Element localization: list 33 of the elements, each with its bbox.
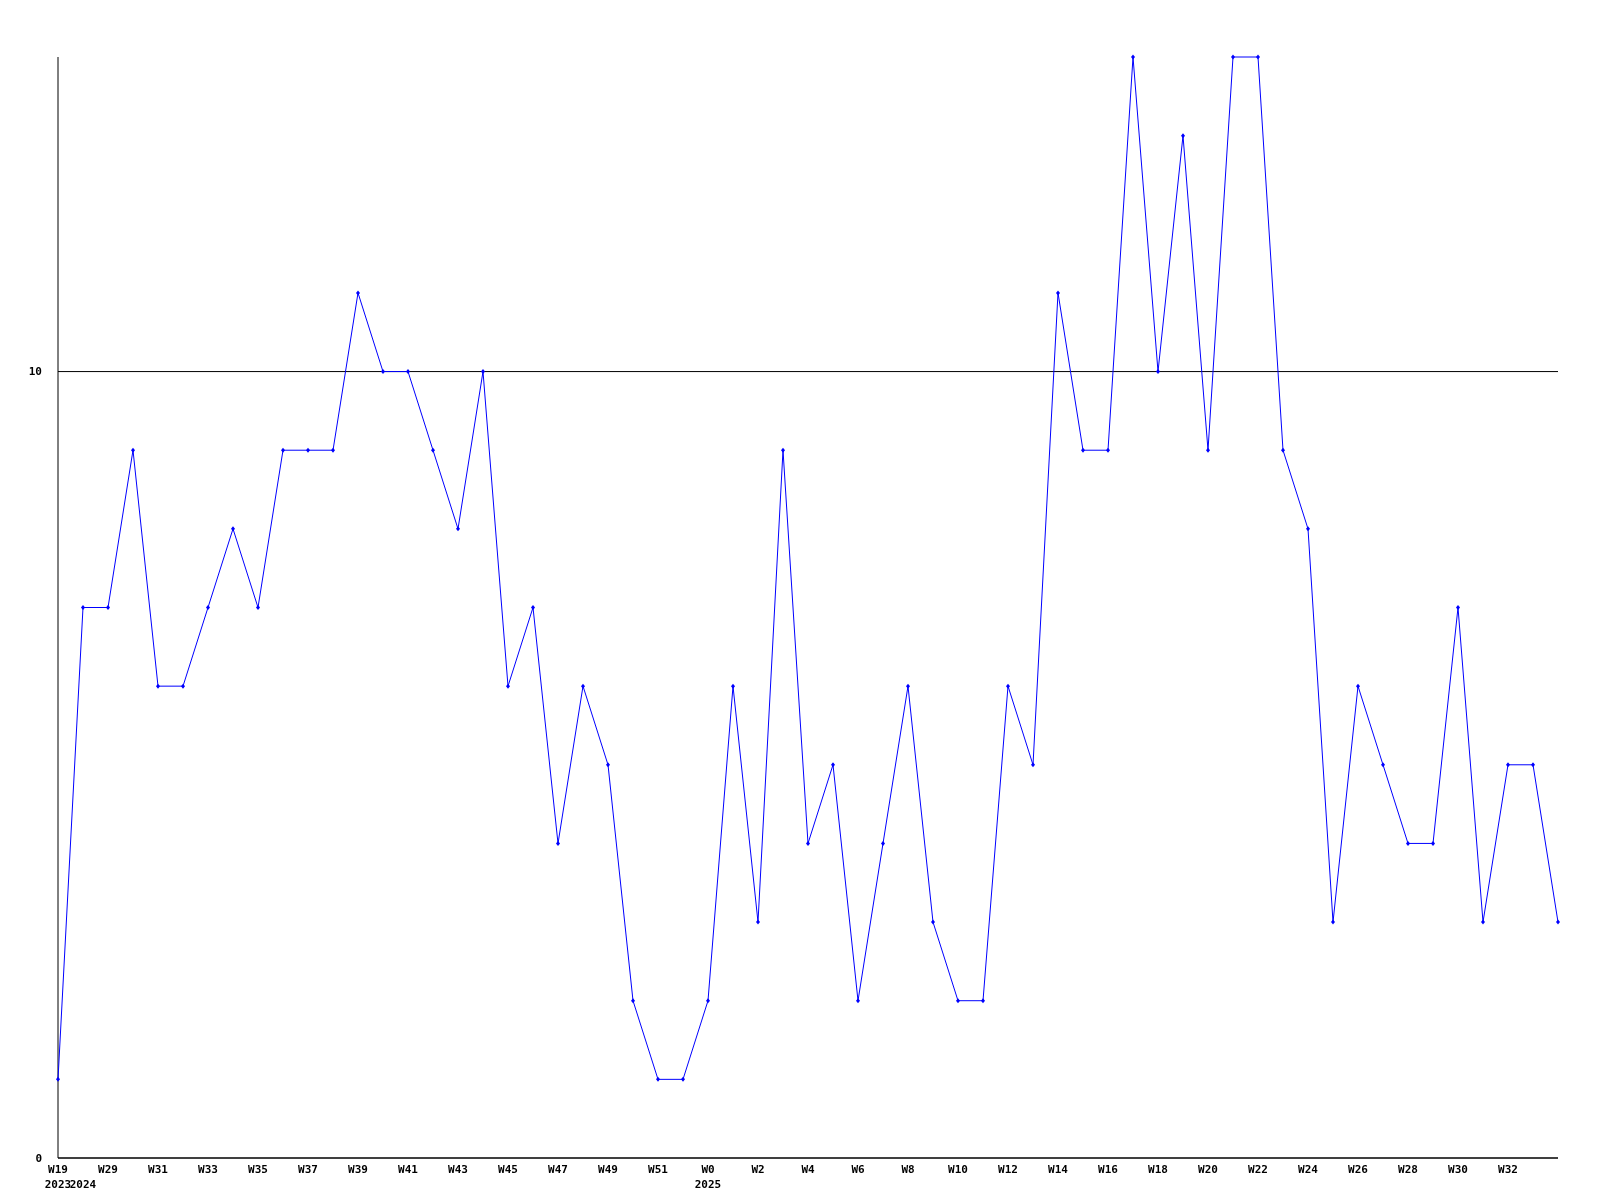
x-tick-label: W43 xyxy=(448,1163,468,1176)
x-tick-label: W6 xyxy=(851,1163,865,1176)
x-tick-label: W24 xyxy=(1298,1163,1319,1176)
x-tick-label: W49 xyxy=(598,1163,618,1176)
x-tick-label: W18 xyxy=(1148,1163,1168,1176)
x-tick-label: W29 xyxy=(98,1163,118,1176)
x-tick-label: W2 xyxy=(751,1163,765,1176)
x-tick-label: W28 xyxy=(1398,1163,1418,1176)
x-tick-label: W4 xyxy=(801,1163,815,1176)
x-tick-label: 2024 xyxy=(69,1178,97,1191)
x-tick-label: W51 xyxy=(648,1163,669,1176)
x-tick-label: W22 xyxy=(1248,1163,1268,1176)
x-tick-label: W33 xyxy=(198,1163,218,1176)
x-tick-label: W14 xyxy=(1048,1163,1069,1176)
x-tick-label: W20 xyxy=(1198,1163,1218,1176)
x-tick-label: W45 xyxy=(498,1163,518,1176)
x-tick-label: W32 xyxy=(1498,1163,1518,1176)
x-tick-label: W16 xyxy=(1098,1163,1119,1176)
x-tick-label: W35 xyxy=(248,1163,268,1176)
x-tick-label: W41 xyxy=(398,1163,419,1176)
x-tick-label: W47 xyxy=(548,1163,568,1176)
x-tick-label: W8 xyxy=(901,1163,915,1176)
x-tick-label: W12 xyxy=(998,1163,1018,1176)
x-tick-label: W19 2023 xyxy=(44,1163,72,1191)
x-tick-label: W37 xyxy=(298,1163,318,1176)
y-tick-label: 10 xyxy=(28,365,42,379)
x-tick-label: W0 2025 xyxy=(694,1163,722,1191)
x-tick-label: W30 xyxy=(1448,1163,1468,1176)
x-tick-label: W39 xyxy=(348,1163,368,1176)
x-tick-label: W26 xyxy=(1348,1163,1369,1176)
x-tick-label: W31 xyxy=(148,1163,169,1176)
x-tick-label: W10 xyxy=(948,1163,968,1176)
y-tick-label: 0 xyxy=(35,1151,42,1165)
